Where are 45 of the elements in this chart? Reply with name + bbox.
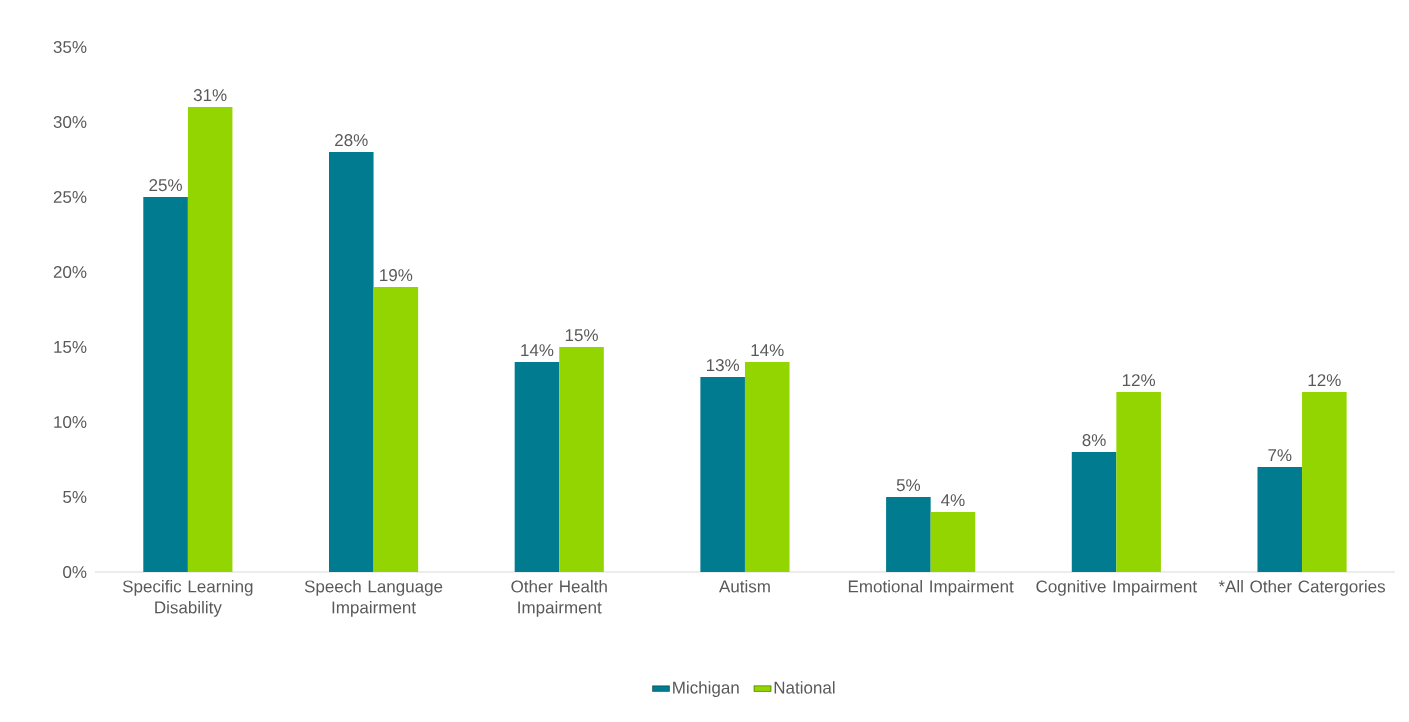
data-label: 19% [380, 269, 413, 282]
data-label: 14% [751, 344, 784, 357]
bar [559, 346, 604, 572]
y-tick-label: 0% [63, 565, 87, 579]
data-label: 7% [1268, 449, 1292, 462]
y-tick-label: 35% [53, 40, 87, 54]
bar [1116, 391, 1161, 572]
x-tick-label: Emotional Impairment [848, 579, 1014, 596]
legend-label: National [774, 681, 835, 694]
data-label: 4% [941, 494, 965, 507]
data-label: 13% [706, 359, 740, 372]
y-tick-label: 25% [53, 190, 87, 204]
legend-label: Michigan [673, 681, 739, 698]
x-tick-label: Speech Language Impairment [304, 579, 443, 617]
bar [514, 361, 560, 572]
y-tick-label: 10% [54, 415, 87, 429]
bar [328, 151, 374, 572]
bar [930, 511, 976, 572]
data-label: 28% [335, 134, 368, 147]
x-tick-label: Autism [719, 579, 770, 593]
bar [187, 106, 233, 572]
data-label: 5% [896, 479, 921, 492]
bar [373, 286, 419, 572]
data-label: 14% [521, 344, 554, 357]
bar [1071, 451, 1117, 572]
data-label: 8% [1082, 434, 1106, 447]
y-tick-label: 30% [53, 115, 87, 129]
data-label: 12% [1308, 374, 1341, 387]
y-tick-label: 15% [54, 341, 87, 353]
bar [700, 376, 745, 572]
bar [143, 196, 188, 572]
data-label: 25% [149, 179, 182, 192]
y-tick-label: 5% [63, 491, 87, 503]
x-tick-label: Specific Learning Disability [122, 579, 253, 617]
y-tick-label: 20% [53, 265, 87, 279]
bar [1257, 466, 1303, 572]
bar [744, 361, 790, 572]
data-label: 12% [1122, 374, 1156, 387]
x-tick-label: Cognitive Impairment [1036, 579, 1197, 596]
bar [886, 496, 931, 572]
x-tick-label: Other Health Impairment [511, 579, 607, 617]
data-label: 15% [565, 329, 598, 342]
data-label: 31% [193, 89, 227, 102]
bar [1302, 391, 1347, 572]
x-tick-label: *All Other Catergories [1218, 579, 1386, 596]
